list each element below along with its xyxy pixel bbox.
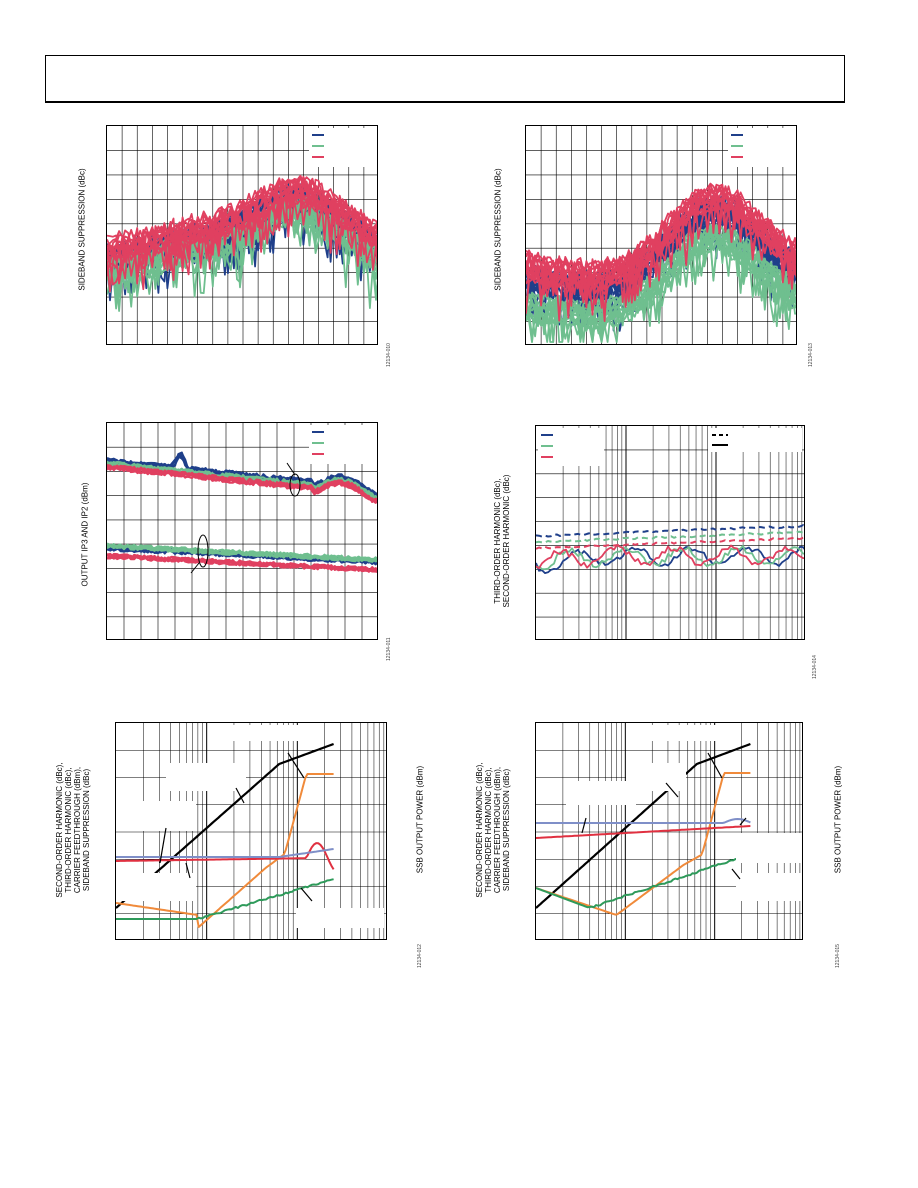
trace-third-order: [536, 545, 804, 571]
annotation-arrow: [159, 827, 167, 864]
trace-second-order-harmonic: [116, 773, 334, 928]
plot-svg: [107, 126, 377, 344]
plot-area: [535, 425, 805, 640]
y2-axis-label: SSB OUTPUT POWER (dBm): [415, 765, 425, 874]
annotation-arrow: [581, 817, 587, 834]
annotation-arrow: [287, 752, 305, 779]
y-axis-label: THIRD-ORDER HARMONIC (dBc), SECOND-ORDER…: [493, 474, 511, 608]
annotation-box: [736, 833, 802, 863]
trace-sideband-suppression: [116, 848, 334, 858]
trace-second-order-harmonic: [536, 772, 751, 916]
plot-area: [115, 722, 387, 940]
trace-second-order: [536, 524, 804, 538]
trace-oip2: [107, 543, 377, 563]
annotation-box: [116, 801, 196, 831]
annotation-ellipse: [197, 534, 209, 568]
legend-linestyle: [708, 428, 802, 452]
figure-id: 12134-012: [417, 944, 423, 968]
trace-oip3: [107, 465, 377, 503]
trace: [526, 185, 796, 314]
trace-carrier-feedthrough: [536, 825, 751, 839]
y-axis-label: SIDEBAND SUPPRESSION (dBc): [493, 168, 503, 291]
trace-third-order-harmonic: [536, 852, 752, 909]
trace-third-order: [536, 544, 804, 570]
annotation-box: [646, 725, 741, 741]
trace-second-order: [536, 536, 804, 550]
plot-svg: [526, 126, 796, 344]
annotation-arrow: [707, 752, 723, 779]
figure-id: 12134-011: [386, 637, 392, 661]
annotation-arrow: [286, 462, 296, 476]
annotation-arrow: [731, 868, 741, 880]
legend: [309, 128, 377, 167]
annotation-box: [116, 873, 196, 901]
figure-id: 12134-013: [808, 343, 814, 367]
figure-id: 12134-014: [812, 655, 818, 679]
annotation-arrow: [235, 787, 245, 804]
y-axis-label: SIDEBAND SUPPRESSION (dBc): [77, 168, 87, 291]
annotation-box: [566, 781, 636, 805]
y-axis-label: SECOND-ORDER HARMONIC (dBc), THIRD-ORDER…: [55, 762, 91, 898]
plot-area: [106, 125, 378, 345]
annotation-box: [166, 763, 246, 791]
plot-area: [525, 125, 797, 345]
trace-oip2: [107, 543, 377, 563]
plot-area: [106, 422, 378, 640]
plot-area: [535, 722, 803, 940]
annotation-box: [226, 725, 321, 741]
trace-ssb-output-power: [536, 742, 751, 909]
trace-oip3: [107, 464, 377, 502]
annotation-arrow: [300, 887, 313, 902]
legend: [728, 128, 796, 167]
figure-id: 12134-015: [835, 944, 841, 968]
y-axis-label: SECOND-ORDER HARMONIC (dBc), THIRD-ORDER…: [475, 762, 511, 898]
annotation-arrow: [190, 562, 200, 574]
trace-sideband-suppression: [536, 818, 751, 824]
trace-oip2: [107, 553, 377, 573]
trace-second-order: [536, 530, 804, 544]
plot-svg: [116, 723, 386, 939]
plot-svg: [536, 426, 804, 639]
figure-id: 12134-010: [386, 343, 392, 367]
legend: [309, 425, 377, 464]
y2-axis-label: SSB OUTPUT POWER (dBm): [833, 765, 843, 874]
plot-svg: [107, 423, 377, 639]
annotation-arrow: [665, 782, 679, 798]
y-axis-label: OUTPUT IP3 AND IP2 (dBm): [80, 482, 90, 587]
trace-third-order-harmonic: [116, 878, 334, 920]
annotation-arrow: [739, 817, 747, 826]
annotation-arrow: [185, 862, 191, 879]
trace: [526, 185, 796, 322]
trace: [107, 178, 377, 282]
plot-svg: [536, 723, 802, 939]
annotation-box: [736, 873, 802, 901]
annotation-ellipse: [289, 473, 301, 497]
trace-carrier-feedthrough: [116, 842, 335, 870]
trace: [526, 225, 796, 343]
annotation-box: [296, 908, 384, 928]
trace: [526, 185, 796, 308]
page-header-frame: [45, 55, 845, 103]
